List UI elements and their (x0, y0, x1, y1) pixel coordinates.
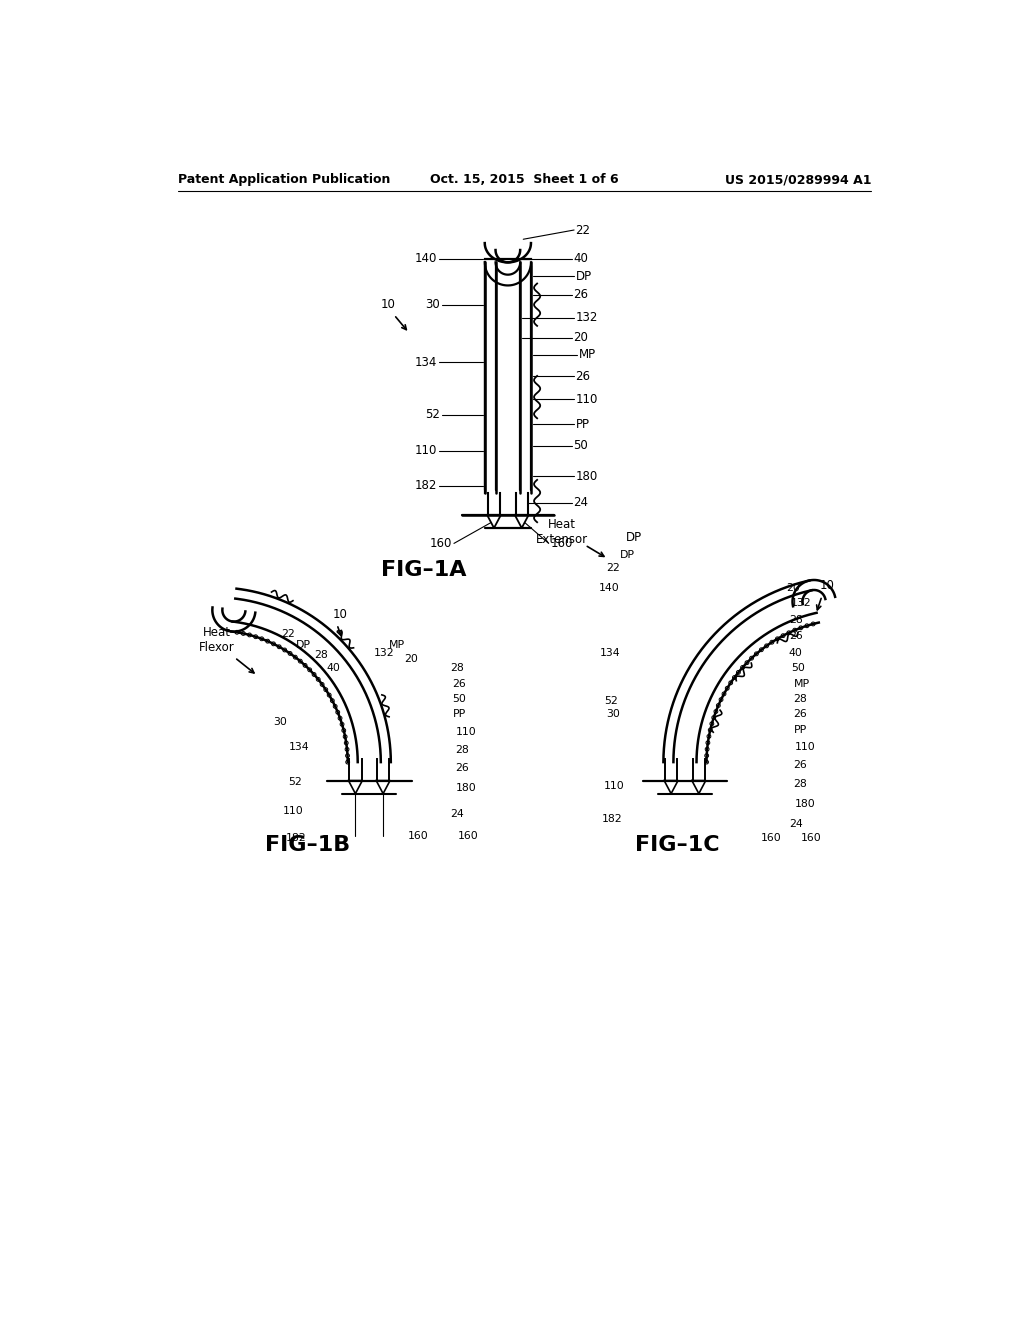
Text: 140: 140 (415, 252, 437, 265)
Text: 28: 28 (456, 744, 469, 755)
Text: 160: 160 (430, 537, 453, 550)
Text: 180: 180 (456, 783, 476, 793)
Text: 24: 24 (788, 820, 803, 829)
Text: 160: 160 (761, 833, 781, 842)
Text: 26: 26 (793, 709, 807, 719)
Text: US 2015/0289994 A1: US 2015/0289994 A1 (725, 173, 871, 186)
Text: Oct. 15, 2015  Sheet 1 of 6: Oct. 15, 2015 Sheet 1 of 6 (430, 173, 620, 186)
Text: DP: DP (575, 269, 592, 282)
Text: FIG–1C: FIG–1C (635, 836, 720, 855)
Text: 110: 110 (575, 393, 598, 407)
Text: 28: 28 (451, 663, 464, 673)
Text: 160: 160 (550, 537, 572, 550)
Text: 110: 110 (456, 727, 476, 737)
Text: Heat
Flexor: Heat Flexor (199, 626, 234, 653)
Text: 22: 22 (281, 630, 295, 639)
Text: 52: 52 (289, 777, 302, 787)
Text: 132: 132 (575, 312, 598, 325)
Text: FIG–1B: FIG–1B (265, 836, 350, 855)
Text: 182: 182 (602, 814, 623, 824)
Text: 52: 52 (425, 408, 440, 421)
Text: MP: MP (579, 348, 596, 362)
Text: 20: 20 (786, 583, 801, 593)
Text: DP: DP (296, 640, 311, 649)
Text: 10: 10 (819, 579, 835, 593)
Text: DP: DP (626, 531, 642, 544)
Text: MP: MP (795, 678, 810, 689)
Text: 52: 52 (604, 696, 617, 706)
Text: 50: 50 (573, 440, 588, 453)
Text: 20: 20 (573, 331, 588, 345)
Text: 180: 180 (795, 799, 815, 809)
Text: 24: 24 (573, 496, 589, 510)
Text: Patent Application Publication: Patent Application Publication (178, 173, 391, 186)
Text: 24: 24 (451, 809, 464, 820)
Text: 110: 110 (415, 445, 437, 458)
Text: 20: 20 (403, 653, 418, 664)
Text: 110: 110 (283, 807, 304, 816)
Text: 26: 26 (788, 631, 803, 640)
Text: 132: 132 (792, 598, 812, 609)
Text: 182: 182 (415, 479, 437, 492)
Text: 30: 30 (425, 298, 440, 312)
Text: 30: 30 (606, 709, 621, 719)
Text: PP: PP (795, 725, 808, 735)
Text: Heat
Extensor: Heat Extensor (536, 517, 588, 546)
Text: DP: DP (620, 550, 635, 560)
Text: PP: PP (575, 417, 590, 430)
Text: 140: 140 (599, 583, 620, 593)
Text: 50: 50 (453, 694, 466, 704)
Text: 30: 30 (273, 717, 287, 727)
Text: 134: 134 (600, 648, 621, 657)
Text: 132: 132 (374, 648, 394, 657)
Text: 40: 40 (573, 252, 588, 265)
Text: 22: 22 (575, 223, 591, 236)
Text: 26: 26 (575, 370, 591, 383)
Text: 160: 160 (801, 833, 821, 842)
Text: 160: 160 (458, 832, 478, 841)
Text: FIG–1A: FIG–1A (381, 561, 466, 581)
Text: 28: 28 (788, 615, 803, 626)
Text: 110: 110 (795, 742, 815, 752)
Text: 26: 26 (793, 760, 807, 770)
Text: 182: 182 (286, 833, 307, 842)
Text: 26: 26 (456, 763, 469, 774)
Text: 134: 134 (415, 356, 437, 370)
Text: 40: 40 (788, 648, 803, 657)
Text: 28: 28 (793, 779, 807, 788)
Text: 180: 180 (575, 470, 598, 483)
Text: 26: 26 (453, 678, 466, 689)
Text: 28: 28 (313, 649, 328, 660)
Text: 28: 28 (793, 694, 807, 704)
Text: 10: 10 (333, 607, 348, 620)
Text: 110: 110 (604, 781, 625, 791)
Text: 134: 134 (289, 742, 309, 752)
Text: 50: 50 (792, 663, 805, 673)
Text: MP: MP (388, 640, 404, 649)
Text: 26: 26 (573, 288, 589, 301)
Text: 22: 22 (606, 564, 621, 573)
Text: 10: 10 (381, 298, 395, 312)
Text: 40: 40 (327, 663, 341, 673)
Text: 160: 160 (408, 832, 428, 841)
Text: PP: PP (453, 709, 466, 719)
